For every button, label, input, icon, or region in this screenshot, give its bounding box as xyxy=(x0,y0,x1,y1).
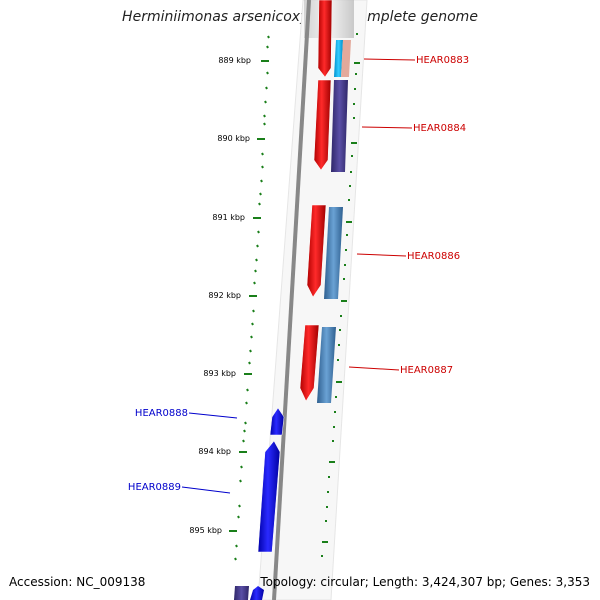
genome-backbone xyxy=(272,0,311,600)
kbp-label: 889 kbp xyxy=(218,56,251,65)
accession-text: Accession: NC_009138 xyxy=(9,575,146,589)
kbp-label: 892 kbp xyxy=(208,291,241,300)
kbp-labels: 889 kbp 890 kbp 891 kbp 892 kbp 893 kbp … xyxy=(189,56,251,535)
cds-arrow-hear0886[interactable] xyxy=(306,204,327,298)
cog-block xyxy=(324,207,343,299)
gene-label-hear0889[interactable]: HEAR0889 xyxy=(128,482,181,493)
kbp-label: 894 kbp xyxy=(198,447,231,456)
kbp-label: 890 kbp xyxy=(217,134,250,143)
gene-label-hear0884[interactable]: HEAR0884 xyxy=(413,123,466,134)
cog-block xyxy=(317,327,336,403)
cds-arrow-hear0884[interactable] xyxy=(313,79,332,171)
cds-arrow-hear0883[interactable] xyxy=(317,0,333,78)
gene-label-hear0886[interactable]: HEAR0886 xyxy=(407,251,460,262)
genome-summary-text: Topology: circular; Length: 3,424,307 bp… xyxy=(260,575,590,589)
cds-arrow-hear0888[interactable] xyxy=(269,407,285,436)
cds-arrow-hear0887[interactable] xyxy=(299,324,320,402)
cds-arrow-partial xyxy=(250,586,264,600)
minor-ticks-left xyxy=(234,35,270,561)
cog-block xyxy=(334,40,343,77)
kbp-label: 893 kbp xyxy=(203,369,236,378)
gene-label-hear0887[interactable]: HEAR0887 xyxy=(400,365,453,376)
cog-block xyxy=(234,586,249,600)
cog-track xyxy=(317,40,351,403)
gene-labels: HEAR0883 HEAR0884 HEAR0886 HEAR0887 HEAR… xyxy=(128,55,469,493)
map-title: Herminiimonas arsenicoxydans, complete g… xyxy=(122,9,478,25)
cog-block xyxy=(331,80,348,172)
kbp-label: 895 kbp xyxy=(189,526,222,535)
major-ticks-left xyxy=(229,60,269,532)
gene-label-hear0883[interactable]: HEAR0883 xyxy=(416,55,469,66)
forward-cds-track xyxy=(299,0,333,402)
kbp-label: 891 kbp xyxy=(212,213,245,222)
gene-label-hear0888[interactable]: HEAR0888 xyxy=(135,408,188,419)
ticks-right xyxy=(321,33,360,557)
cog-block xyxy=(341,40,351,77)
reverse-cds-track xyxy=(234,407,285,600)
label-leaders xyxy=(181,58,416,494)
cds-arrow-hear0889[interactable] xyxy=(257,440,281,553)
